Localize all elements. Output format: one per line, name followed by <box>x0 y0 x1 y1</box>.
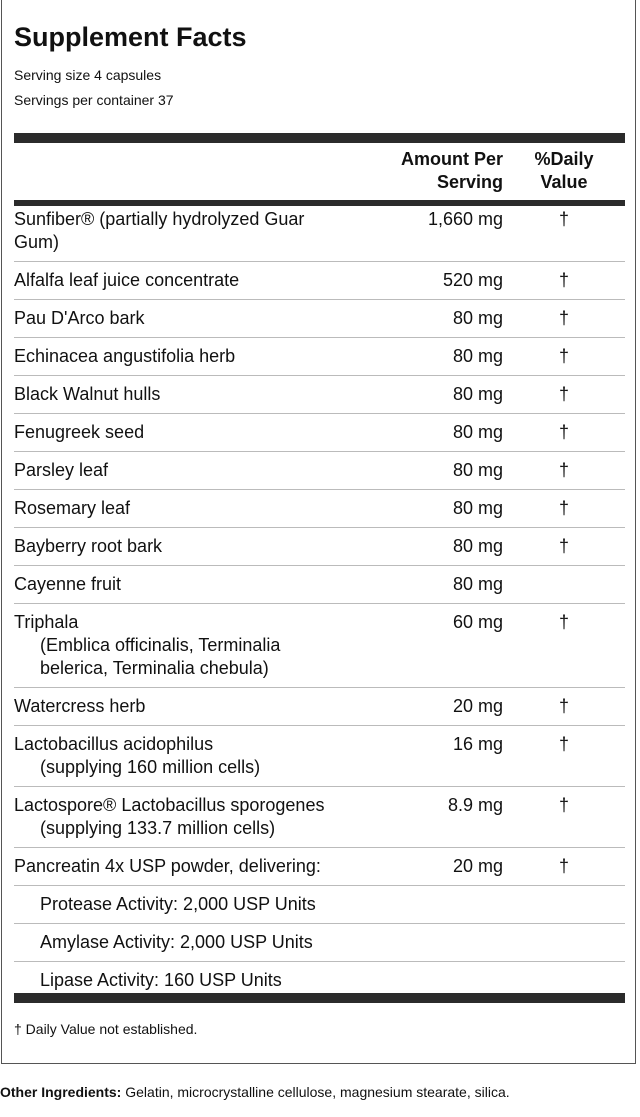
amount: 8.9 mg <box>343 786 503 848</box>
servings-per-container: Servings per container 37 <box>14 92 174 108</box>
table-row: Triphala (Emblica officinalis, Terminalia… <box>14 603 625 688</box>
daily-value: † <box>503 489 625 528</box>
ingredient-name: Black Walnut hulls <box>14 375 343 414</box>
amount <box>343 923 503 962</box>
table-row: Fenugreek seed 80 mg † <box>14 413 625 452</box>
panel-title: Supplement Facts <box>14 22 247 52</box>
ingredient-name: Lipase Activity: 160 USP Units <box>14 961 343 999</box>
ingredient-detail: (supplying 133.7 million cells) <box>40 818 276 838</box>
daily-value: † <box>503 261 625 300</box>
table-row: Black Walnut hulls 80 mg † <box>14 375 625 414</box>
ingredient-name: Amylase Activity: 2,000 USP Units <box>14 923 343 962</box>
amount: 80 mg <box>343 375 503 414</box>
daily-value <box>503 923 625 962</box>
ingredient-name: Watercress herb <box>14 687 343 726</box>
table-row: Rosemary leaf 80 mg † <box>14 489 625 528</box>
amount: 520 mg <box>343 261 503 300</box>
daily-value: † <box>503 527 625 566</box>
amount: 80 mg <box>343 565 503 604</box>
daily-value: † <box>503 725 625 787</box>
facts-table: Amount Per Serving %Daily Value Sunfiber® … <box>14 146 625 999</box>
ingredient-name: Rosemary leaf <box>14 489 343 528</box>
ingredient-name: Lactobacillus acidophilus (supplying 160 … <box>14 725 343 787</box>
daily-value: † <box>503 603 625 688</box>
amount: 16 mg <box>343 725 503 787</box>
ingredient-name: Cayenne fruit <box>14 565 343 604</box>
amount: 80 mg <box>343 299 503 338</box>
table-row: Echinacea angustifolia herb 80 mg † <box>14 337 625 376</box>
daily-value: † <box>503 413 625 452</box>
serving-size: Serving size 4 capsules <box>14 67 162 83</box>
amount-header: Amount Per Serving <box>400 149 503 192</box>
amount <box>343 885 503 924</box>
amount: 80 mg <box>343 337 503 376</box>
amount <box>343 961 503 999</box>
amount: 20 mg <box>343 847 503 886</box>
table-row: Sunfiber® (partially hydrolyzed Guar Gum… <box>14 200 625 262</box>
amount: 60 mg <box>343 603 503 688</box>
amount: 80 mg <box>343 489 503 528</box>
table-row: Parsley leaf 80 mg † <box>14 451 625 490</box>
amount: 80 mg <box>343 413 503 452</box>
divider-header <box>14 200 625 206</box>
ingredient-name: Sunfiber® (partially hydrolyzed Guar Gum… <box>14 209 305 252</box>
daily-value: † <box>558 209 569 229</box>
ingredient-name: Protease Activity: 2,000 USP Units <box>14 885 343 924</box>
table-row: Alfalfa leaf juice concentrate 520 mg † <box>14 261 625 300</box>
ingredient-name: Parsley leaf <box>14 451 343 490</box>
table-row: Watercress herb 20 mg † <box>14 687 625 726</box>
daily-value: † <box>503 786 625 848</box>
divider-thick-bottom <box>14 993 625 1003</box>
amount: 1,660 mg <box>427 209 503 229</box>
daily-value <box>503 885 625 924</box>
dv-header: %Daily Value <box>534 149 594 192</box>
table-row: Lactospore® Lactobacillus sporogenes (sup… <box>14 786 625 848</box>
ingredient-detail: (Emblica officinalis, Terminalia beleric… <box>40 635 281 678</box>
ingredient-name: Lactospore® Lactobacillus sporogenes (sup… <box>14 786 343 848</box>
daily-value: † <box>503 299 625 338</box>
table-row: Lactobacillus acidophilus (supplying 160 … <box>14 725 625 787</box>
daily-value: † <box>503 451 625 490</box>
amount: 80 mg <box>343 527 503 566</box>
ingredient-name: Pau D'Arco bark <box>14 299 343 338</box>
table-row: Pancreatin 4x USP powder, delivering: 20 … <box>14 847 625 886</box>
amount: 80 mg <box>343 451 503 490</box>
table-row: Lipase Activity: 160 USP Units <box>14 961 625 999</box>
ingredient-name: Pancreatin 4x USP powder, delivering: <box>14 847 343 886</box>
table-row: Bayberry root bark 80 mg † <box>14 527 625 566</box>
table-header: Amount Per Serving %Daily Value <box>14 146 625 200</box>
daily-value: † <box>503 847 625 886</box>
supplement-facts-panel <box>1 0 636 1064</box>
daily-value <box>503 565 625 604</box>
table-row: Protease Activity: 2,000 USP Units <box>14 885 625 924</box>
ingredient-name: Fenugreek seed <box>14 413 343 452</box>
other-ingredients: Other Ingredients: Gelatin, microcrystal… <box>0 1084 510 1100</box>
amount: 20 mg <box>343 687 503 726</box>
daily-value: † <box>503 687 625 726</box>
table-row: Cayenne fruit 80 mg <box>14 565 625 604</box>
divider-thick <box>14 133 625 143</box>
table-row: Amylase Activity: 2,000 USP Units <box>14 923 625 962</box>
ingredient-detail: (supplying 160 million cells) <box>40 757 261 777</box>
ingredient-name: Bayberry root bark <box>14 527 343 566</box>
table-row: Pau D'Arco bark 80 mg † <box>14 299 625 338</box>
footnote: † Daily Value not established. <box>14 1021 198 1037</box>
ingredient-name: Triphala (Emblica officinalis, Terminalia… <box>14 603 343 688</box>
ingredient-name: Echinacea angustifolia herb <box>14 337 343 376</box>
daily-value: † <box>503 375 625 414</box>
ingredient-name: Alfalfa leaf juice concentrate <box>14 261 343 300</box>
daily-value: † <box>503 337 625 376</box>
daily-value <box>503 961 625 999</box>
